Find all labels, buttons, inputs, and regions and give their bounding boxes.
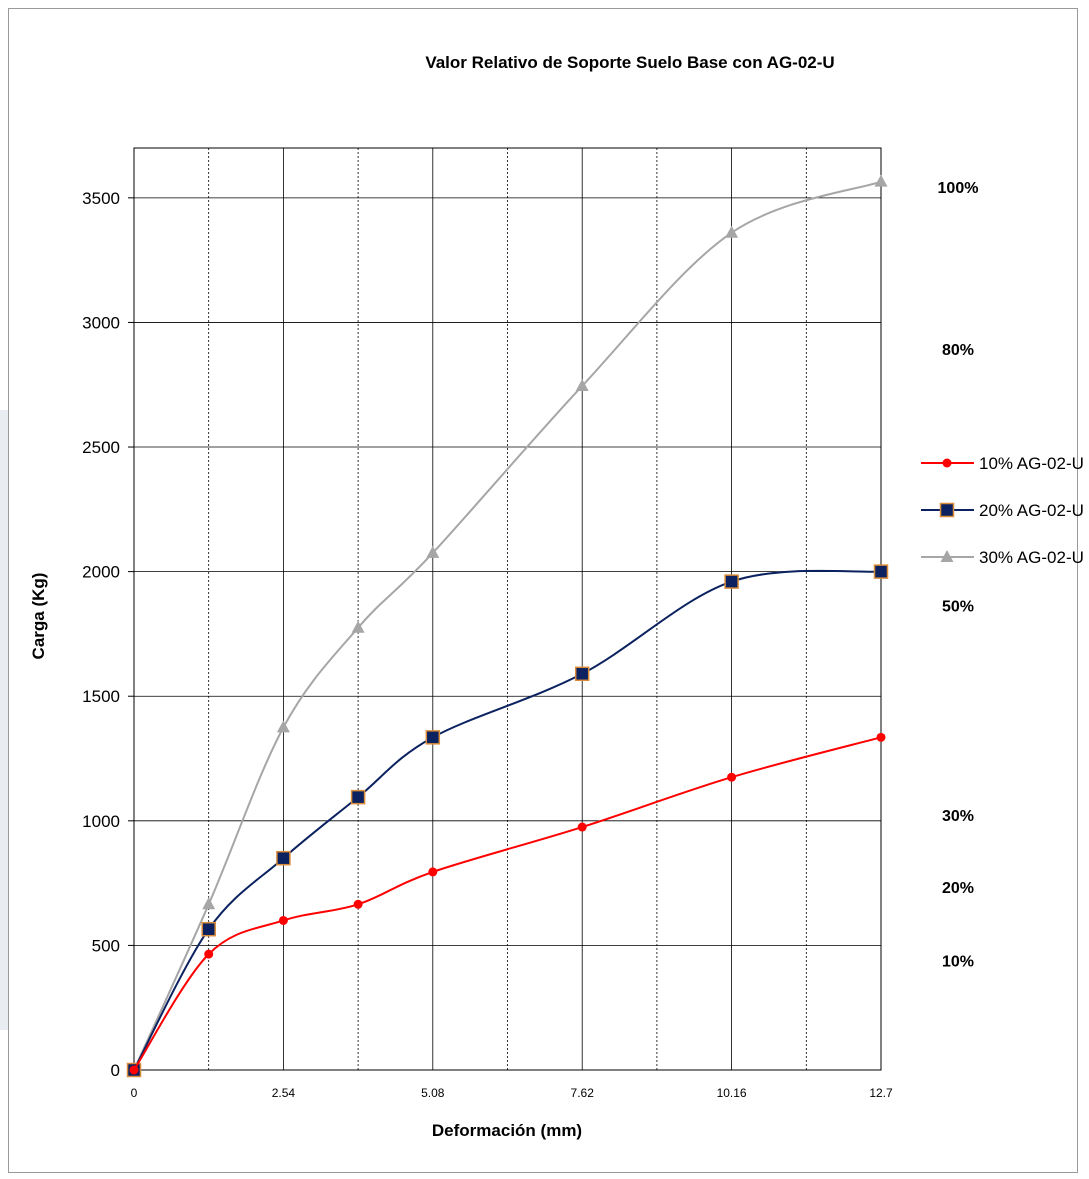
y-tick-label: 2000 [82,563,120,582]
legend-marker [940,550,954,562]
data-point [276,720,290,733]
plot-area [133,147,882,1071]
series-layer [126,174,889,1078]
legend-label: 10% AG-02-U [979,454,1084,473]
data-point [129,1065,139,1075]
data-point [724,574,739,589]
x-tick-label: 5.08 [421,1086,445,1100]
chart-title: Valor Relativo de Soporte Suelo Base con… [425,53,834,72]
data-point [575,378,589,391]
legend-label: 30% AG-02-U [979,548,1084,567]
y-tick-label: 500 [92,936,120,955]
series-1 [129,732,886,1075]
y-tick-label: 3500 [82,189,120,208]
side-shade [0,410,8,1030]
x-tick-label: 2.54 [272,1086,296,1100]
y-tick-label: 1500 [82,687,120,706]
data-point [351,620,365,633]
legend: 10% AG-02-U 20% AG-02-U 30% AG-02-U [921,454,1084,567]
data-point [874,174,888,187]
series-line [133,180,882,1071]
x-tick-label: 7.62 [571,1086,595,1100]
chart-frame [8,8,1078,1173]
percent-label: 10% [942,954,974,971]
percent-label: 100% [938,180,979,197]
data-point [426,545,440,558]
data-point [425,730,441,745]
data-point [202,897,216,910]
y-tick-label: 3000 [82,313,120,332]
y-tick-label: 2500 [82,438,120,457]
data-point [873,564,889,579]
data-point [204,949,214,959]
percent-label: 50% [942,598,974,615]
data-point [577,822,587,832]
grid [134,148,881,1070]
y-axis-title: Carga (Kg) [29,573,48,660]
data-point [276,850,291,866]
data-point [278,915,288,925]
y-tick-label: 1000 [82,812,120,831]
legend-marker [942,458,952,468]
x-tick-label: 0 [131,1086,138,1100]
data-point [201,921,216,937]
legend-item: 30% AG-02-U [921,548,1084,567]
legend-item: 20% AG-02-U [921,501,1084,520]
legend-label: 20% AG-02-U [979,501,1084,520]
data-point [876,732,886,742]
data-point [353,899,363,909]
y-tick-labels: 0 500 1000 1500 2000 2500 3000 3500 [82,189,134,1080]
x-axis-title: Deformación (mm) [432,1121,582,1140]
legend-item: 10% AG-02-U [921,454,1084,473]
data-point [574,666,590,682]
data-point [428,867,438,877]
x-tick-label: 10.16 [717,1086,747,1100]
y-tick-label: 0 [111,1061,120,1080]
data-point [725,225,739,238]
series-2 [126,564,889,1078]
x-tick-label: 12.7 [869,1086,893,1100]
percent-label: 30% [942,808,974,825]
legend-marker [939,502,955,518]
percent-annotations: 100% 80% 50% 30% 20% 10% [938,180,979,971]
percent-label: 80% [942,342,974,359]
x-tick-labels: 0 2.54 5.08 7.62 10.16 12.7 [131,1086,893,1100]
percent-label: 20% [942,880,974,897]
data-point [350,789,366,805]
plot-border [133,147,882,1071]
data-point [727,772,737,782]
